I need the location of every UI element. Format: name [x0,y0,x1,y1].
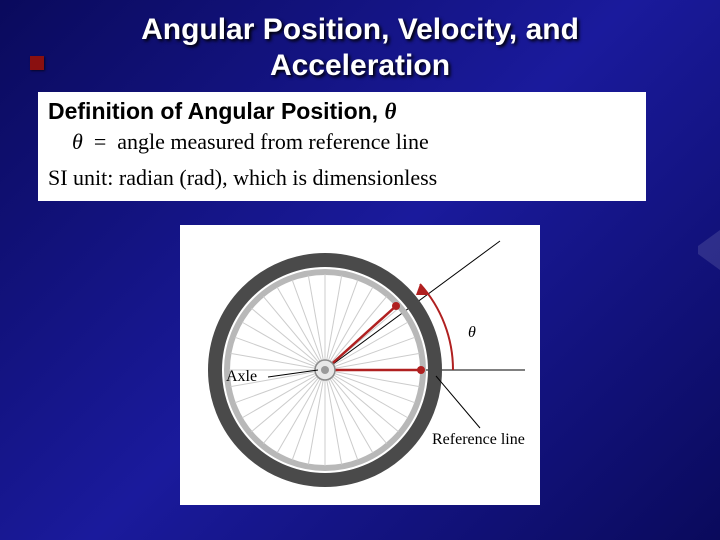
eq-rhs: angle measured from reference line [117,129,429,154]
definition-heading: Definition of Angular Position, θ [48,98,636,125]
def-heading-symbol: θ [384,99,396,124]
slide-container: Angular Position, Velocity, and Accelera… [0,0,720,540]
theta-label: θ [468,324,476,341]
edge-accent [698,230,720,270]
si-unit-line: SI unit: radian (rad), which is dimensio… [48,165,636,191]
slide-title: Angular Position, Velocity, and Accelera… [60,0,660,84]
eq-lhs: θ [72,129,83,154]
axle-label: Axle [226,368,257,385]
def-heading-text: Definition of Angular Position, [48,98,378,124]
definition-equation: θ = angle measured from reference line [48,129,636,155]
definition-box: Definition of Angular Position, θ θ = an… [38,92,646,201]
reference-spoke-dot [417,366,425,374]
wheel-hub-inner [321,366,329,374]
wheel-svg: Axle θ Reference line [180,225,540,505]
title-bullet [30,56,44,70]
highlighted-spoke [325,306,396,370]
highlighted-spoke-dot [392,302,400,310]
wheel-figure: Axle θ Reference line [180,225,540,505]
reference-line-label: Reference line [432,431,525,448]
reference-line-pointer [436,376,480,428]
